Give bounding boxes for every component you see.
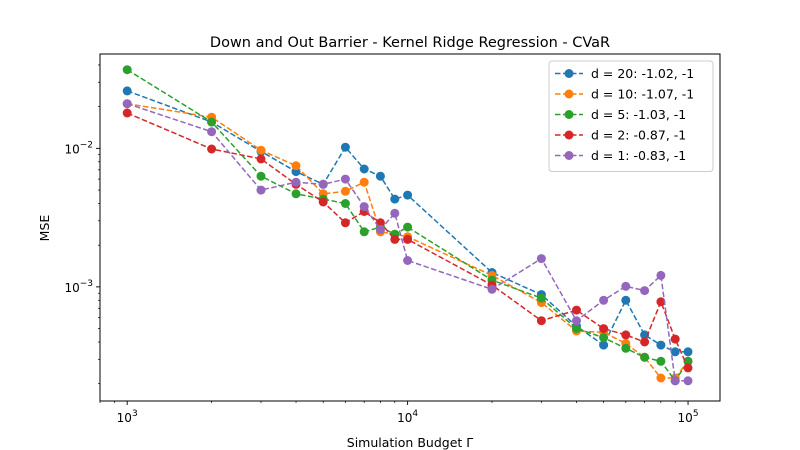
legend-label-3: d = 2: -0.87, -1 xyxy=(591,128,686,143)
series-0-point-18 xyxy=(683,347,693,357)
series-0-point-0 xyxy=(122,86,132,96)
series-3-point-4 xyxy=(318,197,328,207)
chart-title: Down and Out Barrier - Kernel Ridge Regr… xyxy=(210,35,610,51)
series-0-point-9 xyxy=(403,190,413,200)
series-2-point-14 xyxy=(621,343,631,353)
series-2-point-13 xyxy=(599,333,609,343)
series-0-point-14 xyxy=(621,295,631,305)
legend-marker-0 xyxy=(564,69,574,78)
series-1-point-3 xyxy=(291,161,301,171)
series-3-point-14 xyxy=(621,330,631,340)
legend: d = 20: -1.02, -1 d = 10: -1.07, -1 d = 5:… xyxy=(548,60,714,172)
series-4-point-9 xyxy=(403,256,413,265)
x-tick-label-0: 103 xyxy=(117,409,138,425)
legend-box xyxy=(548,60,714,172)
legend-label-0: d = 20: -1.02, -1 xyxy=(591,66,694,81)
series-4-point-4 xyxy=(318,179,328,189)
series-4-point-18 xyxy=(683,376,693,386)
series-2-point-3 xyxy=(291,189,301,199)
x-axis-label: Simulation Budget Γ xyxy=(347,435,473,450)
series-3-point-8 xyxy=(390,234,400,244)
series-3-point-0 xyxy=(122,108,132,118)
series-3-point-9 xyxy=(403,234,413,244)
series-4-point-1 xyxy=(207,127,217,137)
series-4-point-0 xyxy=(122,99,132,109)
plot-frame xyxy=(99,53,721,402)
series-0-point-5 xyxy=(340,142,350,152)
series-3-point-17 xyxy=(670,334,680,344)
series-2-point-11 xyxy=(536,293,546,303)
series-2-point-12 xyxy=(572,324,581,334)
legend-label-2: d = 5: -1.03, -1 xyxy=(591,107,686,122)
series-3-point-5 xyxy=(340,218,350,228)
series-3-point-18 xyxy=(683,363,693,373)
series-4-point-17 xyxy=(670,376,680,386)
plot-layer xyxy=(122,65,693,386)
series-4-point-7 xyxy=(375,224,385,234)
series-3-point-11 xyxy=(536,316,546,326)
series-0-point-7 xyxy=(375,171,385,181)
series-3-point-16 xyxy=(656,297,666,307)
series-0-point-17 xyxy=(670,347,680,357)
series-2-point-5 xyxy=(340,199,350,208)
series-4-point-8 xyxy=(390,208,400,218)
series-4-point-6 xyxy=(359,202,369,212)
series-0-point-13 xyxy=(599,340,609,350)
series-1-point-6 xyxy=(359,177,369,187)
x-tick-label-1: 104 xyxy=(397,409,418,425)
series-2-point-0 xyxy=(122,65,132,75)
series-4-point-3 xyxy=(291,177,301,187)
series-2-point-1 xyxy=(207,117,217,127)
series-4-point-16 xyxy=(656,270,666,280)
series-4-point-11 xyxy=(536,254,546,264)
legend-marker-2 xyxy=(564,110,574,119)
x-tick-label-2: 105 xyxy=(678,409,699,425)
series-2-point-6 xyxy=(359,227,369,237)
series-3-point-12 xyxy=(572,305,581,315)
y-axis-label: MSE xyxy=(37,215,52,242)
series-4-point-13 xyxy=(599,295,609,305)
legend-label-1: d = 10: -1.07, -1 xyxy=(591,87,694,102)
series-4-point-2 xyxy=(256,185,266,195)
y-tick-label-1: 10−2 xyxy=(64,140,93,156)
series-2-point-16 xyxy=(656,356,666,366)
legend-label-4: d = 1: -0.83, -1 xyxy=(591,148,686,163)
series-1-point-16 xyxy=(656,373,666,383)
legend-marker-1 xyxy=(564,89,574,99)
series-4-point-15 xyxy=(640,286,650,296)
series-4-point-14 xyxy=(621,281,631,291)
series-1-point-5 xyxy=(340,186,350,196)
series-4-point-12 xyxy=(572,316,581,326)
series-0-point-16 xyxy=(656,340,666,350)
legend-marker-4 xyxy=(564,151,574,160)
series-3-point-13 xyxy=(599,324,609,334)
series-4-point-5 xyxy=(340,174,350,184)
series-3-point-1 xyxy=(207,144,217,154)
series-3-point-15 xyxy=(640,337,650,347)
series-0-point-6 xyxy=(359,164,369,174)
series-4-point-10 xyxy=(487,284,497,294)
series-0-point-8 xyxy=(390,194,400,204)
series-2-point-9 xyxy=(403,222,413,232)
series-3-point-2 xyxy=(256,154,266,164)
series-0-point-15 xyxy=(640,330,650,340)
series-2-point-2 xyxy=(256,171,266,181)
axis-layer: 103 104 105 10−3 10−2 xyxy=(64,64,699,425)
series-1-point-2 xyxy=(256,145,266,155)
legend-marker-3 xyxy=(564,130,574,140)
y-tick-label-0: 10−3 xyxy=(64,279,93,295)
series-2-point-15 xyxy=(640,352,650,362)
